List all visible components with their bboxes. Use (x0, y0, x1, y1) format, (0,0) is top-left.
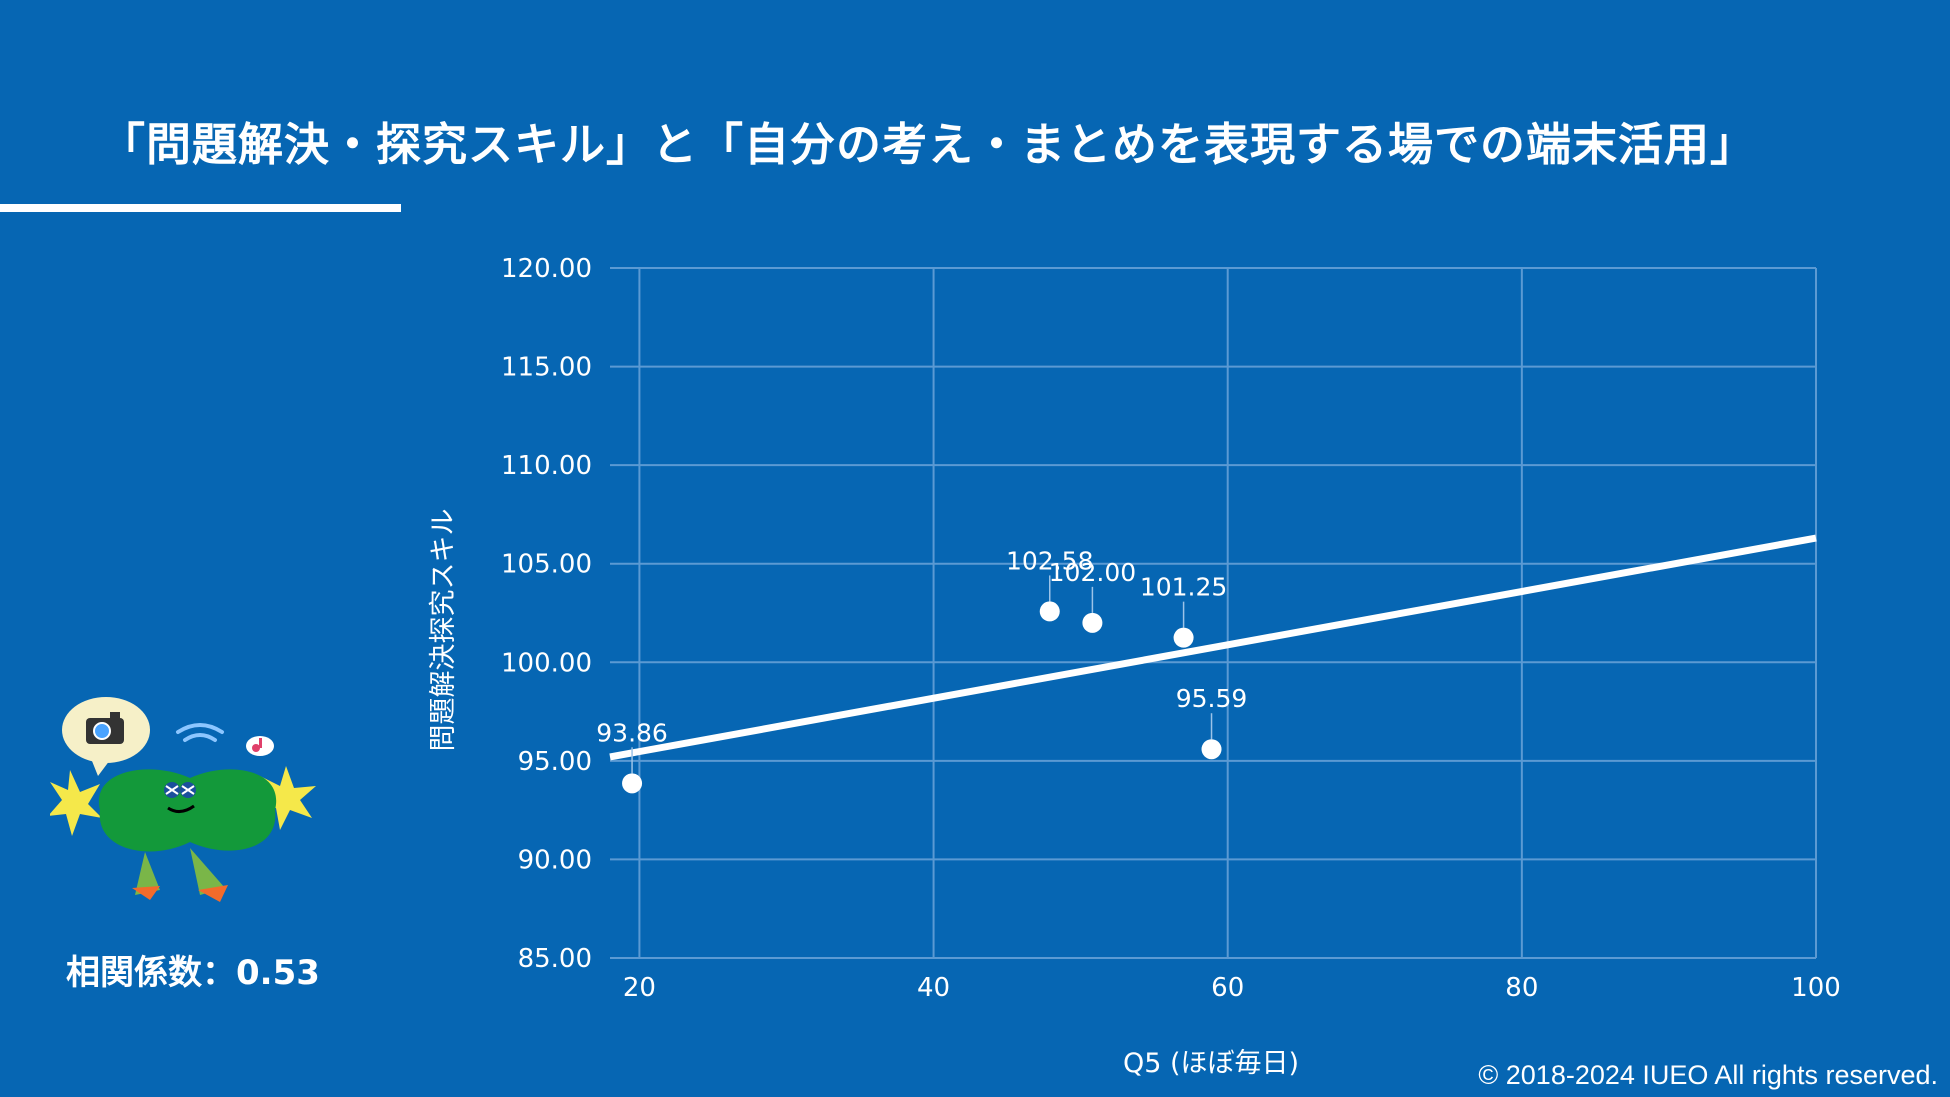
x-tick-label: 60 (1211, 973, 1244, 1003)
y-tick-label: 120.00 (501, 254, 592, 284)
mascot-body (98, 769, 277, 902)
y-tick-label: 85.00 (518, 944, 592, 974)
data-point (622, 773, 643, 794)
wifi-icon (176, 723, 224, 742)
y-tick-label: 105.00 (501, 550, 592, 580)
y-tick-label: 115.00 (501, 353, 592, 383)
data-label: 101.25 (1140, 573, 1227, 602)
x-tick-label: 80 (1505, 973, 1538, 1003)
data-point (1082, 612, 1103, 633)
data-point (1173, 627, 1194, 648)
x-tick-label: 20 (623, 973, 656, 1003)
data-label: 102.58 (1006, 546, 1093, 575)
y-tick-label: 90.00 (518, 845, 592, 875)
chart-grid (610, 267, 1817, 959)
data-label: 93.86 (596, 718, 668, 747)
y-tick-label: 110.00 (501, 451, 592, 481)
chart-ticks: 85.00 90.00 95.00 100.00 105.00 110.00 115.00 1… (501, 254, 1841, 1003)
mascot-illustration (50, 697, 316, 902)
y-axis-label: 問題解決探究スキル (428, 509, 459, 752)
speech-bubble-icon (62, 697, 150, 776)
y-tick-label: 100.00 (501, 648, 592, 678)
x-tick-label: 40 (917, 973, 950, 1003)
star-left-icon (50, 770, 102, 836)
music-note-icon (246, 736, 274, 756)
y-tick-label: 95.00 (518, 747, 592, 777)
chart-trendline-layer (609, 534, 1817, 761)
correlation-coefficient: 相関係数：0.53 (66, 953, 320, 993)
slide-title: 「問題解決・探究スキル」と「自分の考え・まとめを表現する場での端末活用」 (100, 118, 1757, 171)
data-point (1039, 601, 1060, 622)
trendline (609, 534, 1817, 761)
copyright-notice: © 2018-2024 IUEO All rights reserved. (1478, 1060, 1938, 1090)
data-label: 102.00 (1049, 558, 1136, 587)
x-tick-label: 100 (1791, 973, 1841, 1003)
star-right-icon (256, 766, 316, 830)
data-label: 95.59 (1176, 684, 1248, 713)
data-point (1201, 739, 1222, 760)
x-axis-label: Q5 (ほぼ毎日) (1123, 1048, 1299, 1079)
title-underline (0, 204, 401, 212)
